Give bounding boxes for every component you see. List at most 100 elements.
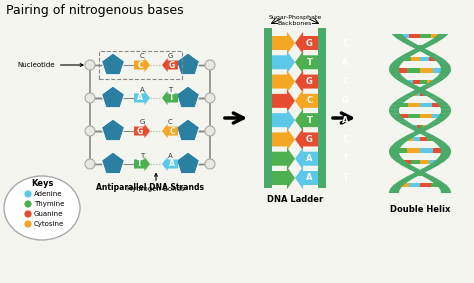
Circle shape <box>24 190 32 198</box>
Bar <box>429 160 438 164</box>
Polygon shape <box>435 101 449 106</box>
Polygon shape <box>393 181 410 185</box>
Text: G: G <box>342 96 349 105</box>
Polygon shape <box>410 46 428 50</box>
Text: Guanine: Guanine <box>34 211 64 217</box>
Text: C: C <box>342 38 348 48</box>
Polygon shape <box>389 105 401 110</box>
Polygon shape <box>101 86 124 108</box>
Text: T: T <box>342 173 348 183</box>
Bar <box>407 68 420 73</box>
Polygon shape <box>435 157 449 161</box>
Bar <box>420 80 428 84</box>
Bar <box>405 137 412 142</box>
Polygon shape <box>162 157 178 171</box>
Polygon shape <box>272 90 295 112</box>
Polygon shape <box>392 141 407 145</box>
Polygon shape <box>440 149 451 153</box>
Polygon shape <box>397 137 413 142</box>
Polygon shape <box>430 78 446 82</box>
Polygon shape <box>295 90 318 112</box>
Bar <box>423 91 427 96</box>
Polygon shape <box>404 125 422 130</box>
Bar <box>412 80 420 84</box>
Text: C: C <box>169 127 175 136</box>
Bar <box>420 160 429 164</box>
Polygon shape <box>393 58 408 62</box>
Bar <box>410 34 420 38</box>
Circle shape <box>24 220 32 228</box>
Bar <box>318 28 326 188</box>
Polygon shape <box>439 70 451 74</box>
Polygon shape <box>404 50 423 54</box>
Bar <box>401 160 411 164</box>
Text: T: T <box>342 154 348 163</box>
Circle shape <box>85 126 95 136</box>
Bar <box>432 114 444 119</box>
Bar <box>432 102 444 107</box>
Text: A: A <box>342 58 349 67</box>
Polygon shape <box>408 169 427 173</box>
Polygon shape <box>414 89 433 94</box>
Polygon shape <box>134 124 150 138</box>
Polygon shape <box>403 133 421 138</box>
Text: A: A <box>169 160 175 168</box>
Polygon shape <box>162 124 178 138</box>
Polygon shape <box>101 53 124 75</box>
Polygon shape <box>177 152 200 174</box>
Text: Antiparallel DNA Strands: Antiparallel DNA Strands <box>96 183 204 192</box>
Bar <box>394 68 407 73</box>
Polygon shape <box>426 121 443 126</box>
Polygon shape <box>440 109 451 114</box>
Text: A: A <box>306 173 313 183</box>
Circle shape <box>205 159 215 169</box>
Bar <box>418 171 419 176</box>
Polygon shape <box>439 189 451 193</box>
Polygon shape <box>430 181 447 185</box>
Bar <box>420 68 433 73</box>
Polygon shape <box>424 177 441 181</box>
Polygon shape <box>295 32 318 54</box>
Polygon shape <box>400 82 417 86</box>
Text: A: A <box>140 87 145 93</box>
Bar <box>421 171 422 176</box>
Polygon shape <box>429 97 446 102</box>
Polygon shape <box>401 165 419 169</box>
Text: A: A <box>137 93 143 102</box>
Polygon shape <box>423 82 440 86</box>
Polygon shape <box>407 89 426 94</box>
Bar <box>428 137 435 142</box>
Text: C: C <box>306 96 312 105</box>
Bar <box>428 80 435 84</box>
Text: A: A <box>306 154 313 163</box>
Polygon shape <box>410 129 429 134</box>
Polygon shape <box>389 70 401 74</box>
Bar <box>420 102 432 107</box>
Polygon shape <box>295 70 318 93</box>
Polygon shape <box>407 85 425 90</box>
Bar <box>423 125 427 130</box>
Text: G: G <box>169 61 175 70</box>
Polygon shape <box>436 185 450 189</box>
Bar <box>420 57 429 61</box>
Polygon shape <box>101 152 124 174</box>
Polygon shape <box>397 121 414 126</box>
Bar <box>408 114 420 119</box>
Polygon shape <box>134 91 150 105</box>
Bar <box>420 34 431 38</box>
Polygon shape <box>295 128 318 151</box>
Polygon shape <box>272 109 295 131</box>
Polygon shape <box>390 62 403 66</box>
Polygon shape <box>438 145 451 149</box>
Text: T: T <box>307 116 312 125</box>
Bar <box>413 91 417 96</box>
Polygon shape <box>134 58 150 72</box>
Text: A: A <box>342 116 349 125</box>
Text: C: C <box>137 61 143 70</box>
Bar <box>407 148 420 153</box>
Bar <box>411 160 420 164</box>
Polygon shape <box>420 42 438 46</box>
Polygon shape <box>391 101 405 106</box>
Polygon shape <box>422 93 440 98</box>
Polygon shape <box>433 141 448 145</box>
